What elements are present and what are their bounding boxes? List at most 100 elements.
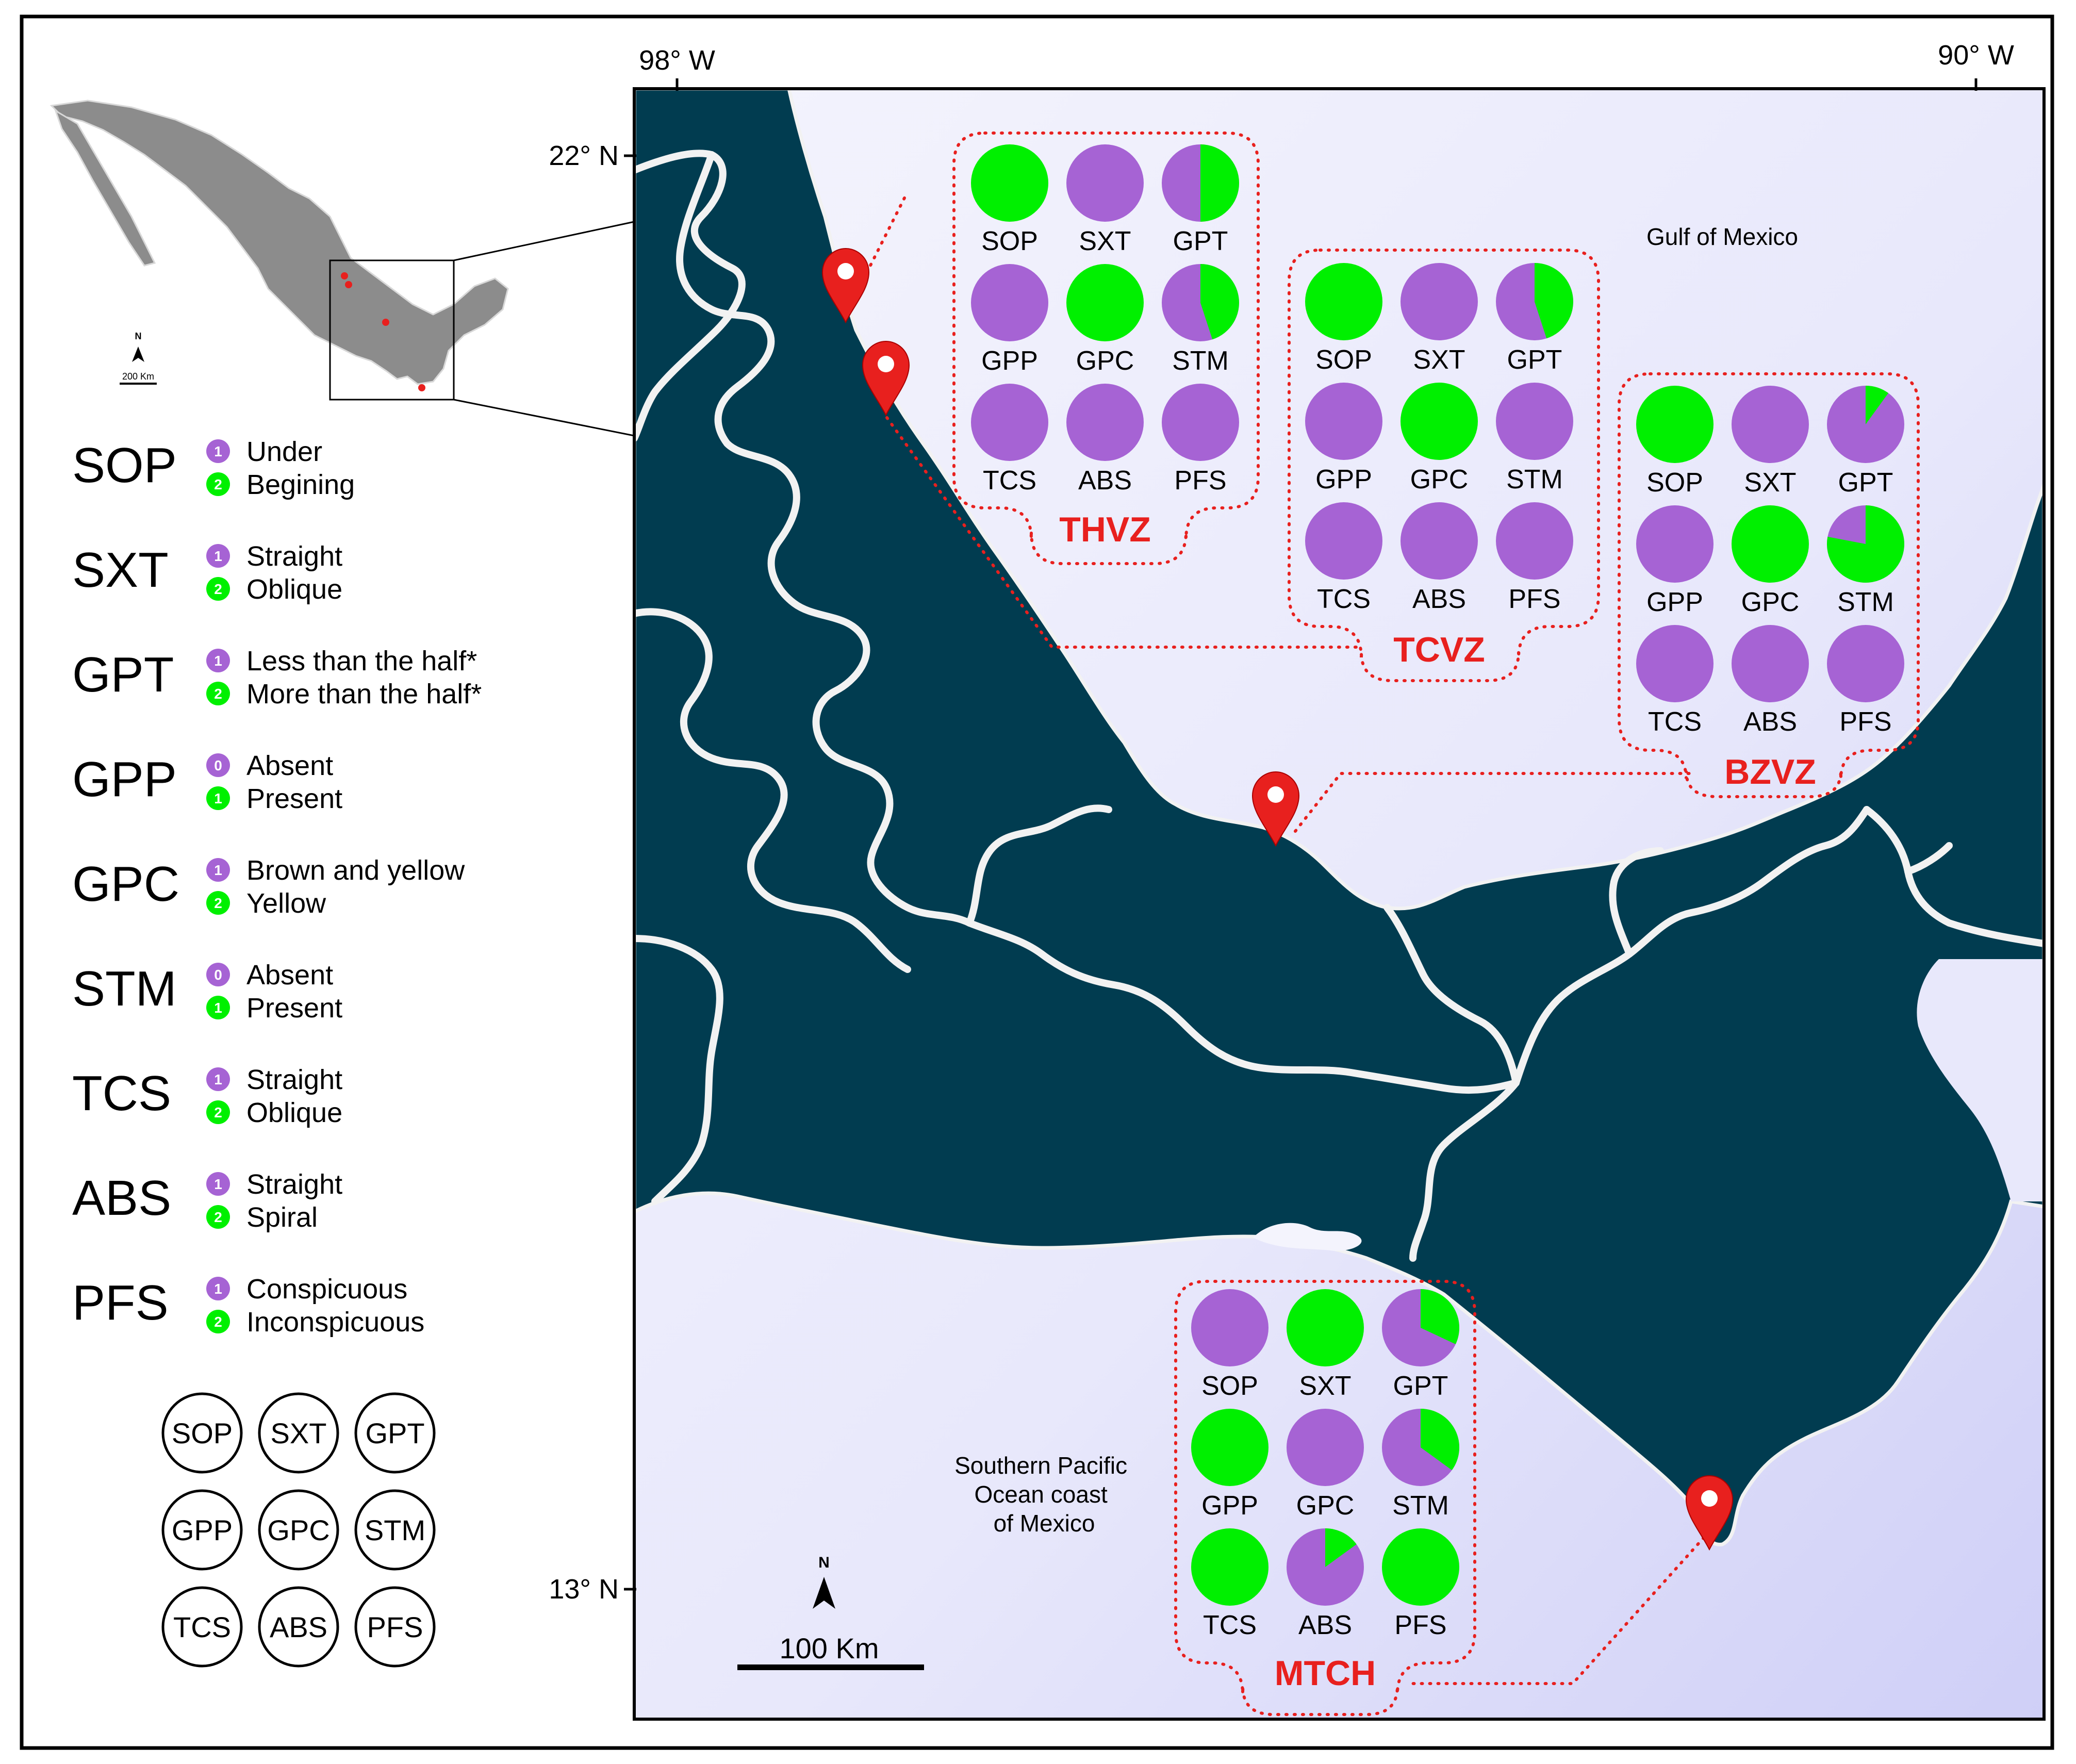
legend-code: ABS [72, 1170, 171, 1226]
state-badge-number: 1 [214, 653, 222, 669]
inset-map: N 200 Km [50, 100, 635, 437]
legend-code: STM [72, 961, 177, 1016]
state-badge-number: 2 [214, 686, 222, 702]
location-pin-icon [1685, 1475, 1734, 1551]
site-name-mtch: MTCH [1275, 1654, 1376, 1693]
location-pin-icon [862, 340, 910, 417]
pie-label: PFS [1394, 1610, 1446, 1640]
pie-bzvz-tcs: TCS [1636, 625, 1713, 737]
pie-label: PFS [1508, 584, 1560, 614]
pie-thvz-pfs: PFS [1162, 384, 1239, 496]
pie-slice-state2 [1401, 383, 1478, 460]
inset-zoom-line-top [453, 221, 635, 261]
pie-label: PFS [1839, 707, 1891, 737]
connector-bzvz [1294, 772, 1693, 833]
pie-label: GPP [981, 346, 1038, 376]
pie-bzvz-gpp: GPP [1636, 505, 1713, 617]
pie-thvz-gpp: GPP [971, 264, 1048, 376]
pie-slice-state2 [1535, 263, 1573, 339]
pie-tcvz-pfs: PFS [1496, 502, 1573, 614]
connector-tcvz [885, 416, 1358, 649]
pie-label: STM [1506, 465, 1563, 494]
inset-north-arrow-icon [132, 347, 144, 362]
pie-slice-state1 [1636, 505, 1713, 583]
pie-slice-state2 [1421, 1409, 1460, 1471]
pie-mtch-gpc: GPC [1287, 1409, 1364, 1521]
pie-slice-state1 [1732, 386, 1809, 463]
state-badge [206, 786, 230, 810]
location-pin-icon [821, 248, 870, 324]
pie-slice-state2 [1200, 264, 1239, 340]
pie-slice-state1 [1305, 502, 1382, 580]
state-badge [206, 439, 230, 463]
panel-outline-thvz [952, 131, 1260, 565]
pie-thvz-gpt: GPT [1162, 144, 1239, 256]
pie-slice-state2 [1191, 1528, 1268, 1606]
pie-slice-state1 [1305, 383, 1382, 460]
inset-marker-3 [382, 319, 389, 326]
key-circle-label: GPP [172, 1514, 233, 1546]
scale-north-label: N [818, 1554, 830, 1571]
baja-california [54, 109, 156, 267]
state-label: Inconspicuous [246, 1307, 424, 1338]
pie-slice-state1 [1162, 384, 1239, 461]
state-boundaries [634, 150, 2044, 1262]
state-label: Oblique [246, 574, 342, 605]
panel-outline-bzvz [1618, 372, 1920, 798]
pie-thvz-abs: ABS [1066, 384, 1144, 496]
state-badge-number: 1 [214, 443, 222, 459]
pie-label: SXT [1413, 345, 1465, 375]
key-circle-gpp: GPP [161, 1489, 243, 1571]
key-circle-tcs: TCS [161, 1586, 243, 1668]
state-badge-number: 1 [214, 1176, 222, 1192]
state-label: Straight [246, 1169, 342, 1200]
state-badge [206, 753, 230, 777]
inset-marker-4 [418, 384, 425, 391]
state-badge [206, 472, 230, 496]
pie-label: STM [1392, 1491, 1449, 1521]
legend-code: TCS [72, 1066, 171, 1121]
state-badge-number: 1 [214, 548, 222, 564]
pie-label: SOP [1201, 1371, 1258, 1401]
longitude-label-east: 90° W [1938, 40, 2014, 71]
north-arrow-icon [813, 1577, 835, 1609]
inset-north-label: N [135, 331, 142, 341]
legend-code: GPT [72, 647, 174, 702]
pie-bzvz-gpc: GPC [1732, 505, 1809, 617]
key-circle-label: SXT [271, 1417, 327, 1449]
pie-mtch-sxt: SXT [1287, 1289, 1364, 1401]
character-legend: SOP 1 Under 2 Begining SXT 1 Straight 2 Oblique GP… [72, 436, 482, 1338]
state-badge [206, 649, 230, 672]
pie-tcvz-sop: SOP [1305, 263, 1382, 375]
pie-label: GPT [1393, 1371, 1448, 1401]
pie-label: GPP [1646, 587, 1703, 617]
pie-slice-state1 [1827, 625, 1904, 702]
pie-slice-state1 [1066, 144, 1144, 222]
scale-bar-label: 100 Km [780, 1632, 879, 1664]
pie-slice-state2 [1191, 1409, 1268, 1486]
pie-label: GPP [1315, 465, 1372, 494]
pie-label: TCS [1203, 1610, 1257, 1640]
site-panel-mtch: SOP SXT GPT GPP GPC STM TCS ABS PFS MTCH [1191, 1289, 1460, 1693]
legend-code: GPP [72, 752, 177, 807]
pie-slice-state1 [1401, 263, 1478, 340]
site-name-bzvz: BZVZ [1724, 752, 1816, 792]
legend-entry-gpt: GPT 1 Less than the half* 2 More than the ha… [72, 646, 482, 710]
pie-mtch-stm: STM [1382, 1409, 1460, 1521]
yucatan-peninsula [1917, 959, 2044, 1201]
key-circle-gpt: GPT [354, 1392, 436, 1474]
pie-slice-state2 [1066, 264, 1144, 341]
pie-label: SXT [1299, 1371, 1351, 1401]
legend-code: SXT [72, 542, 169, 598]
pie-label: GPC [1296, 1491, 1355, 1521]
inset-marker-2 [345, 281, 352, 288]
pacific-label-line-1: Southern Pacific [954, 1452, 1127, 1479]
key-circle-label: TCS [173, 1611, 231, 1643]
pacific-label-line-3: of Mexico [994, 1510, 1095, 1537]
key-circle-sop: SOP [161, 1392, 243, 1474]
state-badge-number: 1 [214, 1281, 222, 1297]
state-badge [206, 1100, 230, 1124]
pie-slice-state1 [1636, 625, 1713, 702]
pie-label: SXT [1079, 226, 1131, 256]
state-label: Present [246, 993, 342, 1024]
